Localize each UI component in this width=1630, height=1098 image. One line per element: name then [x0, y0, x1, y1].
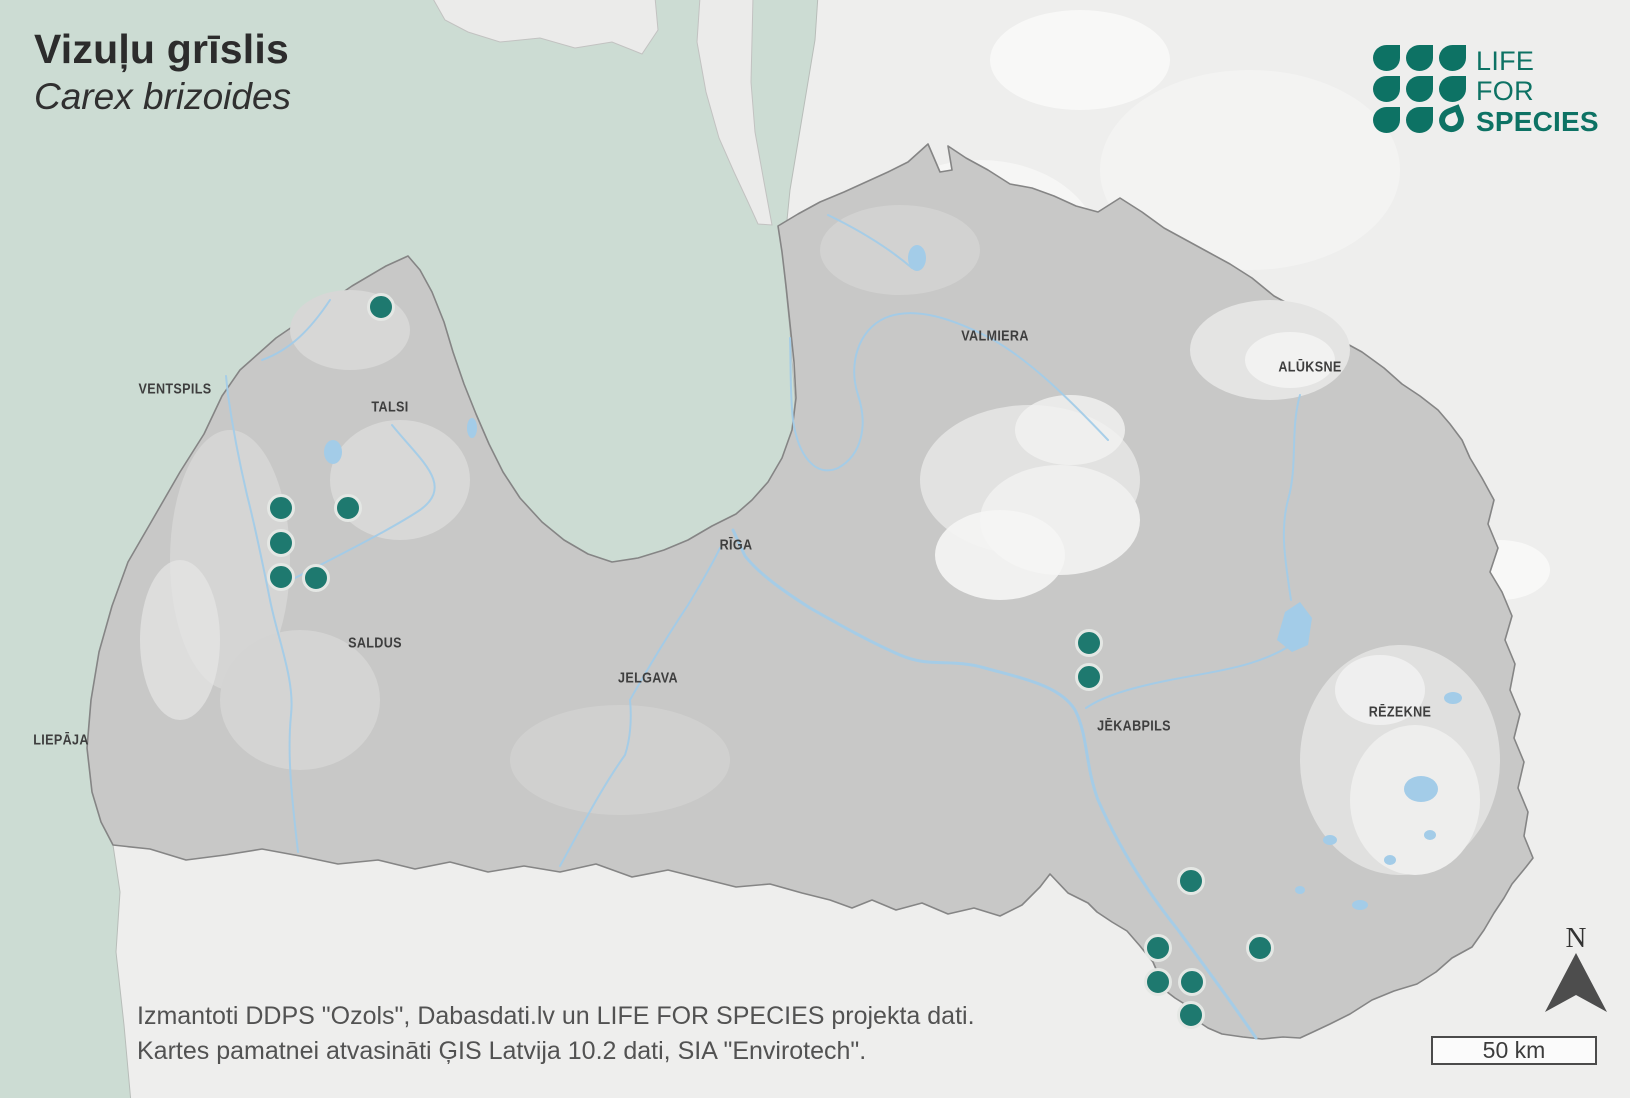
leaf-icon [1406, 107, 1433, 133]
logo-word-species: SPECIES [1476, 106, 1599, 137]
occurrence-dot [267, 563, 295, 591]
logo-text: LIFE FOR SPECIES [1476, 45, 1599, 137]
occurrence-dots-layer [267, 293, 1274, 1029]
logo-leaf-grid [1373, 45, 1468, 137]
attribution: Izmantoti DDPS "Ozols", Dabasdati.lv un … [137, 999, 975, 1069]
scale-bar: 50 km [1431, 1036, 1597, 1065]
logo-word-life: LIFE [1476, 46, 1535, 76]
leaf-icon [1439, 76, 1466, 102]
title-block: Vizuļu grīslis Carex brizoides [34, 26, 291, 118]
occurrence-dot [1144, 968, 1172, 996]
attribution-line-2: Kartes pamatnei atvasināti ĢIS Latvija 1… [137, 1037, 867, 1065]
estonia-islands [433, 0, 773, 226]
leaf-icon [1406, 76, 1433, 102]
north-arrow: N [1545, 922, 1607, 1012]
occurrence-dot [334, 494, 362, 522]
life-for-species-logo: LIFE FOR SPECIES [1373, 45, 1599, 137]
occurrence-dot [1177, 867, 1205, 895]
north-label: N [1566, 922, 1587, 954]
latvia-shape [86, 143, 1534, 1040]
attribution-line-1: Izmantoti DDPS "Ozols", Dabasdati.lv un … [137, 1002, 975, 1030]
city-label-jēkabpils: JĒKABPILS [1097, 717, 1171, 735]
occurrence-dot [367, 293, 395, 321]
occurrence-dot [267, 494, 295, 522]
lakes [324, 245, 1462, 910]
logo-word-for: FOR [1476, 76, 1534, 106]
city-label-rēzekne: RĒZEKNE [1368, 703, 1432, 721]
occurrence-dot [1246, 934, 1274, 962]
leaf-icon [1439, 45, 1466, 71]
occurrence-dot [1075, 629, 1103, 657]
latvia-relief [140, 205, 1500, 875]
city-label-alūksne: ALŪKSNE [1278, 358, 1342, 376]
city-label-rīga: RĪGA [719, 536, 753, 554]
species-common-name: Vizuļu grīslis [34, 26, 289, 72]
city-label-valmiera: VALMIERA [961, 327, 1029, 345]
leaf-icon [1373, 45, 1400, 71]
leaf-icon [1373, 107, 1400, 133]
leaf-icon [1406, 45, 1433, 71]
occurrence-dot [302, 564, 330, 592]
city-label-talsi: TALSI [371, 398, 409, 416]
occurrence-dot [1144, 934, 1172, 962]
occurrence-dot [1178, 968, 1206, 996]
city-label-saldus: SALDUS [348, 634, 402, 652]
rivers [225, 214, 1301, 1040]
occurrence-dot [1177, 1001, 1205, 1029]
species-scientific-name: Carex brizoides [34, 76, 292, 117]
north-arrow-icon [1545, 953, 1607, 1012]
seed-outline-icon [1435, 104, 1468, 136]
city-label-liepāja: LIEPĀJA [33, 731, 89, 749]
leaf-icon [1373, 76, 1400, 102]
scale-bar-label: 50 km [1482, 1037, 1546, 1063]
city-label-ventspils: VENTSPILS [138, 380, 212, 398]
city-label-jelgava: JELGAVA [618, 669, 678, 687]
occurrence-dot [267, 529, 295, 557]
occurrence-dot [1075, 663, 1103, 691]
